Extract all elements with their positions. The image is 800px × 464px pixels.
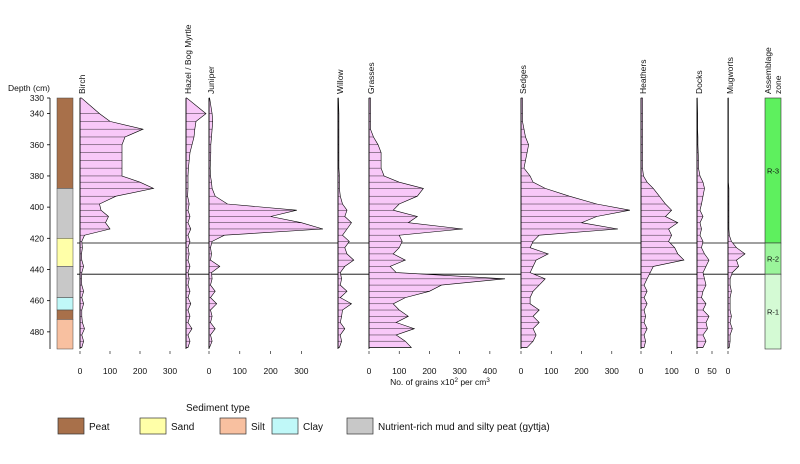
depth-axis: Depth (cm)330 340 360 380 400 420 440 460 480 <box>8 83 51 349</box>
legend-item-peat: Peat <box>57 417 110 435</box>
taxon-docks: Docks 0 50 <box>694 70 717 376</box>
sediment-layer-peat <box>56 309 74 320</box>
zone-r-1 <box>764 273 782 350</box>
taxon-juniper: Juniper 0 100 200 300 <box>206 66 323 376</box>
taxon-hazel-bog-myrtle: Hazel / Bog Myrtle <box>183 24 207 349</box>
svg-text:zone: zone <box>773 75 783 94</box>
legend-item-silt: Silt <box>219 417 265 435</box>
zone-label: R-3 <box>767 166 779 175</box>
x-tick-label: 300 <box>294 366 308 376</box>
legend-title: Sediment type <box>186 403 250 414</box>
legend-swatch <box>219 417 247 435</box>
x-tick-label: 100 <box>665 366 679 376</box>
sediment-layer-gyttja <box>56 266 74 298</box>
sediment-layer-peat <box>56 97 74 189</box>
legend-swatch <box>271 417 299 435</box>
taxon-label: Mugworts <box>725 57 735 94</box>
taxon-grasses: Grasses 0 100 200 300 400 <box>366 62 506 376</box>
legend-swatch <box>346 417 374 435</box>
sediment-layer-silt <box>56 319 74 350</box>
taxon-label: Hazel / Bog Myrtle <box>183 24 193 94</box>
taxon-label: Heathers <box>638 60 648 95</box>
depth-tick-label: 400 <box>30 202 44 212</box>
depth-tick-label: 480 <box>30 327 44 337</box>
x-tick-label: 200 <box>574 366 588 376</box>
sediment-legend: Sediment type Peat Sand Silt Clay Nutrient-ri… <box>57 403 550 435</box>
x-tick-label: 0 <box>207 366 212 376</box>
x-tick-label: 50 <box>707 366 717 376</box>
x-tick-label: 0 <box>639 366 644 376</box>
taxon-curve <box>727 97 746 348</box>
x-tick-label: 400 <box>483 366 497 376</box>
legend-label: Clay <box>303 422 323 433</box>
taxon-heathers: Heathers 0 100 <box>638 60 685 376</box>
depth-tick-label: 340 <box>30 109 44 119</box>
x-tick-label: 200 <box>422 366 436 376</box>
legend-swatch <box>139 417 167 435</box>
x-tick-label: 300 <box>453 366 467 376</box>
taxon-label: Willow <box>335 69 345 94</box>
x-tick-label: 200 <box>133 366 147 376</box>
depth-tick-label: 360 <box>30 140 44 150</box>
depth-tick-label: 440 <box>30 264 44 274</box>
taxon-label: Birch <box>77 74 87 94</box>
legend-label: Peat <box>89 422 110 433</box>
depth-tick-label: 460 <box>30 296 44 306</box>
pollen-curves: Birch 0 100 200 300 Hazel / Bog Myrtle Juniper… <box>77 24 746 376</box>
legend-label: Sand <box>171 422 194 433</box>
taxon-curve <box>185 97 207 348</box>
depth-tick-label: 420 <box>30 233 44 243</box>
x-tick-label: 0 <box>78 366 83 376</box>
x-axis-title: No. of grains x102 per cm3 <box>390 377 490 387</box>
taxon-label: Sedges <box>518 65 528 94</box>
x-tick-label: 0 <box>519 366 524 376</box>
taxon-mugworts: Mugworts 0 <box>725 57 746 376</box>
assemblage-zone-column: R-3 R-2 R-1 Assemblage zone <box>763 47 783 350</box>
sediment-layer-gyttja <box>56 188 74 239</box>
depth-tick-label: 330 <box>30 93 44 103</box>
x-tick-label: 0 <box>695 366 700 376</box>
x-tick-label: 100 <box>544 366 558 376</box>
zone-title: Assemblage zone <box>763 47 783 94</box>
x-tick-label: 100 <box>392 366 406 376</box>
sediment-layer-clay <box>56 297 74 311</box>
sediment-column <box>56 97 74 350</box>
taxon-willow: Willow <box>335 69 355 349</box>
legend-swatch <box>57 417 85 435</box>
x-tick-label: 0 <box>367 366 372 376</box>
x-tick-label: 100 <box>103 366 117 376</box>
taxon-label: Docks <box>694 70 704 94</box>
zone-label: R-1 <box>767 308 779 317</box>
taxon-label: Grasses <box>366 62 376 94</box>
sediment-layer-sand <box>56 238 74 267</box>
x-tick-label: 0 <box>726 366 731 376</box>
x-tick-label: 300 <box>605 366 619 376</box>
x-tick-label: 100 <box>233 366 247 376</box>
legend-label: Silt <box>251 422 265 433</box>
zone-label: R-2 <box>767 255 779 264</box>
taxon-label: Juniper <box>206 66 216 94</box>
depth-tick-label: 380 <box>30 171 44 181</box>
taxon-birch: Birch 0 100 200 300 <box>77 74 177 376</box>
x-tick-label: 200 <box>263 366 277 376</box>
depth-axis-label: Depth (cm) <box>8 83 50 93</box>
legend-item-clay: Clay <box>271 417 323 435</box>
legend-item-sand: Sand <box>139 417 194 435</box>
svg-text:Assemblage: Assemblage <box>763 47 773 94</box>
legend-label: Nutrient-rich mud and silty peat (gyttja… <box>378 422 550 433</box>
legend-item-gyttja: Nutrient-rich mud and silty peat (gyttja… <box>346 417 550 435</box>
x-tick-label: 300 <box>163 366 177 376</box>
taxon-sedges: Sedges 0 100 200 300 <box>518 65 630 376</box>
